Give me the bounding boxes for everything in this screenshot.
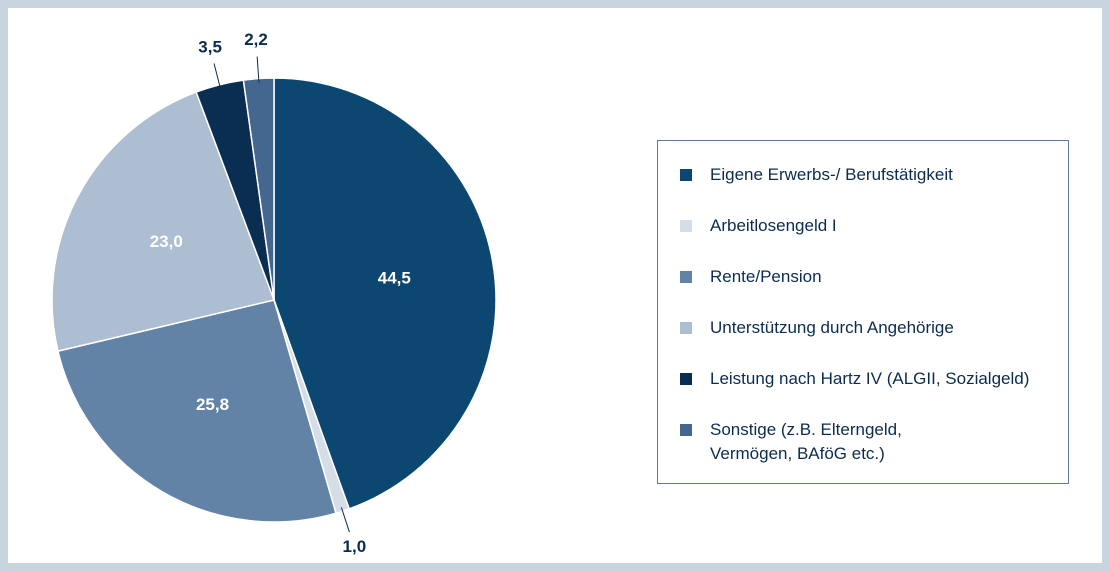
pie-slice [57, 299, 337, 523]
leader-line [340, 507, 350, 533]
legend-swatch [680, 424, 692, 436]
pie-slice [273, 77, 497, 510]
data-label: 44,5 [378, 268, 411, 287]
legend-swatch [680, 169, 692, 181]
data-label: 25,8 [196, 395, 229, 414]
legend-label: Eigene Erwerbs-/ Berufstätigkeit [710, 165, 953, 184]
legend-swatch [680, 322, 692, 334]
data-label: 3,5 [198, 37, 222, 56]
legend-item: Sonstige (z.B. Elterngeld, Vermögen, BAf… [680, 418, 1068, 466]
pie-slice [51, 91, 276, 353]
legend-swatch [680, 271, 692, 283]
legend-label: Arbeitlosengeld I [710, 216, 837, 235]
legend-label: Rente/Pension [710, 267, 822, 286]
chart: 44,5 1,0 25,8 23,0 3,5 2,2 [51, 30, 497, 556]
legend-item: Unterstützung durch Angehörige [680, 316, 1068, 340]
legend-swatch [680, 373, 692, 385]
leader-line [256, 56, 260, 83]
legend-item: Eigene Erwerbs-/ Berufstätigkeit [680, 163, 1068, 187]
legend-label: Leistung nach Hartz IV (ALGII, Sozialgel… [710, 369, 1030, 388]
legend-item: Leistung nach Hartz IV (ALGII, Sozialgel… [680, 367, 1068, 391]
data-label: 1,0 [343, 537, 367, 556]
data-label: 2,2 [244, 30, 268, 49]
legend-swatch [680, 220, 692, 232]
data-label: 23,0 [150, 232, 183, 251]
legend: Eigene Erwerbs-/ Berufstätigkeit Arbeitlo… [657, 140, 1069, 484]
legend-item: Arbeitlosengeld I [680, 214, 1068, 238]
legend-item: Rente/Pension [680, 265, 1068, 289]
legend-label: Sonstige (z.B. Elterngeld, Vermögen, BAf… [710, 420, 902, 463]
legend-label: Unterstützung durch Angehörige [710, 318, 954, 337]
leader-line [213, 63, 221, 89]
